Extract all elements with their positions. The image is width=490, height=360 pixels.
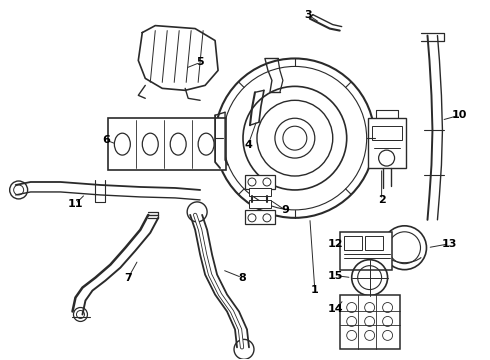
Bar bbox=[340, 294, 399, 349]
Bar bbox=[245, 210, 275, 224]
Text: 14: 14 bbox=[328, 305, 343, 315]
Bar bbox=[249, 200, 271, 208]
Text: 9: 9 bbox=[281, 205, 289, 215]
Text: 13: 13 bbox=[441, 239, 457, 249]
Bar bbox=[365, 236, 383, 250]
Bar bbox=[340, 232, 392, 270]
Text: 5: 5 bbox=[196, 58, 204, 67]
Text: 11: 11 bbox=[68, 199, 83, 209]
Text: 12: 12 bbox=[328, 239, 343, 249]
Bar bbox=[108, 118, 226, 170]
Bar bbox=[343, 236, 362, 250]
Text: 2: 2 bbox=[378, 195, 386, 205]
Text: 1: 1 bbox=[311, 284, 318, 294]
Bar bbox=[371, 126, 401, 140]
Text: 3: 3 bbox=[304, 10, 312, 20]
Text: 10: 10 bbox=[452, 110, 467, 120]
Text: 6: 6 bbox=[102, 135, 110, 145]
Text: 4: 4 bbox=[244, 140, 252, 150]
Bar bbox=[368, 118, 406, 168]
Text: 8: 8 bbox=[238, 273, 246, 283]
Bar bbox=[249, 188, 271, 196]
Bar bbox=[245, 175, 275, 189]
Text: 7: 7 bbox=[124, 273, 132, 283]
Text: 15: 15 bbox=[328, 271, 343, 281]
